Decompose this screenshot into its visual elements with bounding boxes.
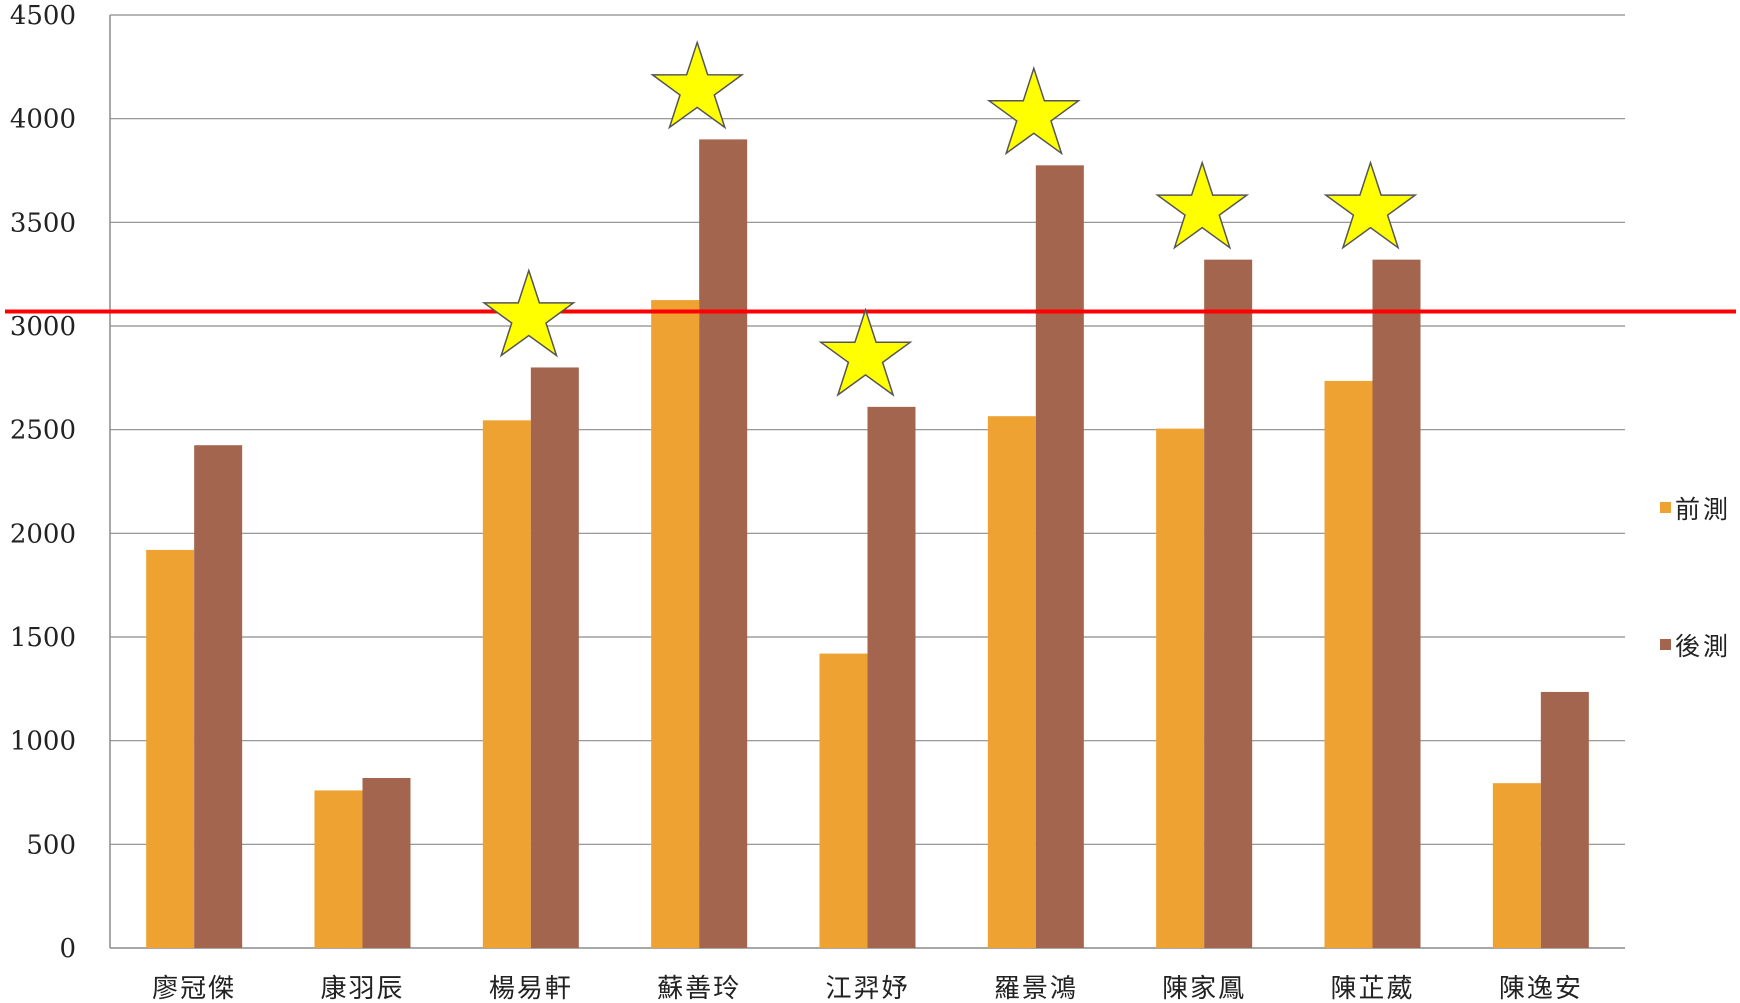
x-category-label: 陳家鳳	[1162, 974, 1246, 1003]
bar	[1540, 691, 1589, 948]
x-category-label: 羅景鴻	[994, 974, 1078, 1003]
bar	[194, 445, 243, 948]
bar	[1492, 783, 1541, 948]
star-marker	[1323, 160, 1418, 250]
x-category-label: 康羽辰	[320, 974, 404, 1003]
legend-swatch	[1660, 639, 1671, 650]
y-tick-label: 1500	[10, 623, 76, 653]
bar	[819, 653, 868, 948]
x-category-label: 陳芷葳	[1330, 974, 1414, 1003]
star-marker	[650, 39, 745, 130]
legend-swatch	[1660, 502, 1671, 513]
y-tick-labels: 0 500 1000 1500 2000 2500 3000 3500 4000 4500	[10, 1, 76, 964]
legend-label: 後測	[1675, 632, 1731, 661]
star-marker	[1155, 160, 1250, 250]
bars	[146, 139, 1589, 949]
x-category-label: 江羿妤	[825, 974, 909, 1003]
bar	[1035, 165, 1084, 949]
x-category-label: 陳逸安	[1499, 974, 1583, 1003]
x-category-label: 楊易軒	[489, 974, 573, 1003]
star-marker	[818, 307, 913, 397]
y-tick-label: 2000	[10, 519, 76, 549]
bar	[314, 790, 363, 948]
x-category-labels: 廖冠傑 康羽辰 楊易軒 蘇善玲 江羿妤 羅景鴻 陳家鳳 陳芷葳 陳逸安	[152, 974, 1583, 1003]
bar	[1324, 380, 1373, 948]
bar	[362, 777, 411, 948]
x-category-label: 蘇善玲	[657, 974, 741, 1003]
y-tick-label: 2500	[10, 416, 76, 446]
y-tick-label: 3000	[10, 312, 76, 342]
bar	[146, 549, 195, 948]
bar	[482, 420, 531, 948]
y-tick-label: 0	[59, 934, 76, 964]
legend-label: 前測	[1675, 495, 1731, 524]
bar	[1372, 259, 1421, 948]
bar	[867, 406, 916, 948]
y-tick-label: 4000	[10, 105, 76, 135]
x-category-label: 廖冠傑	[152, 974, 236, 1003]
bar	[530, 367, 579, 948]
y-tick-label: 4500	[10, 1, 76, 31]
bar	[1156, 428, 1205, 948]
bar	[987, 416, 1036, 948]
y-tick-label: 3500	[10, 208, 76, 238]
y-tick-label: 500	[26, 830, 76, 860]
bar	[651, 300, 700, 948]
bar	[699, 139, 748, 948]
star-marker	[986, 65, 1081, 156]
star-marker	[481, 268, 576, 358]
y-tick-label: 1000	[10, 727, 76, 757]
star-markers	[481, 39, 1418, 397]
bar	[1204, 259, 1253, 948]
